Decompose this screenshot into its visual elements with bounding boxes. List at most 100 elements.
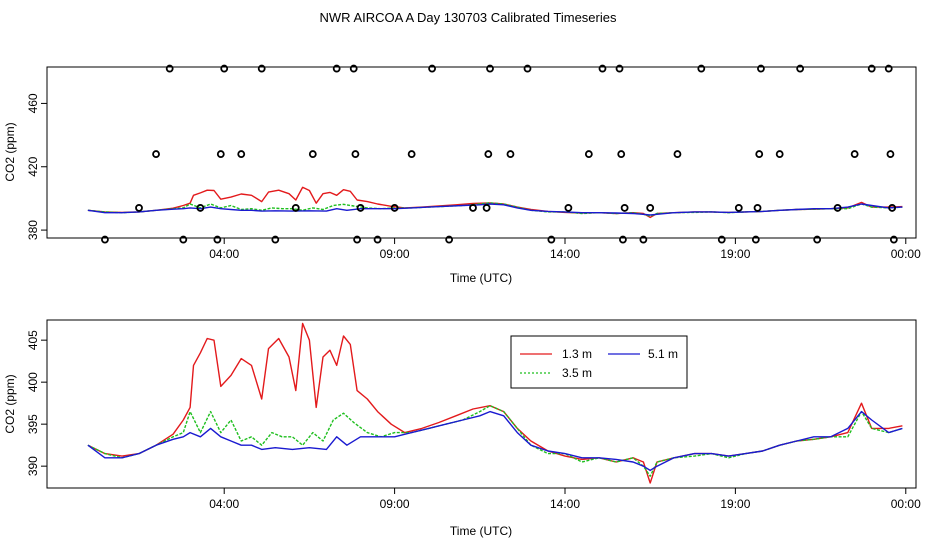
panel2-series-line-3-5-m bbox=[87, 405, 903, 477]
panel2-x-axis: 04:00 09:00 14:00 19:00 00:00 bbox=[209, 488, 921, 511]
calibration-point bbox=[484, 150, 493, 158]
calibration-panel: 380 420 460 04:00 09:00 14:00 19:00 00:00 Time… bbox=[3, 64, 921, 285]
panel1-y-tick-label: 420 bbox=[26, 156, 40, 176]
legend: 1.3 m 5.1 m 3.5 m bbox=[510, 335, 688, 389]
calibration-point bbox=[373, 235, 382, 244]
panel2-series-line-1-3-m bbox=[87, 322, 903, 484]
panel1-y-tick-label: 460 bbox=[26, 93, 40, 113]
calibration-point bbox=[308, 150, 317, 158]
panel1-series-line-1-3-m bbox=[87, 186, 903, 219]
panel2-x-label: Time (UTC) bbox=[450, 524, 512, 538]
panel2-y-label: CO2 (ppm) bbox=[3, 374, 17, 433]
panel1-x-tick-label: 14:00 bbox=[550, 247, 580, 261]
calibration-point bbox=[356, 204, 365, 212]
panel2-y-tick-label: 400 bbox=[26, 372, 40, 392]
calibration-point bbox=[884, 64, 893, 73]
panel2-x-tick-label: 00:00 bbox=[891, 497, 921, 511]
calibration-point bbox=[547, 235, 556, 244]
calibration-point bbox=[135, 204, 143, 212]
calibration-point bbox=[813, 235, 822, 244]
calibration-point bbox=[257, 64, 266, 73]
calibration-point bbox=[755, 150, 764, 158]
calibration-point bbox=[271, 235, 280, 244]
panel1-x-label: Time (UTC) bbox=[450, 271, 512, 285]
panel1-x-tick-label: 09:00 bbox=[380, 247, 410, 261]
calibration-point bbox=[445, 235, 454, 244]
legend-label-5-1m: 5.1 m bbox=[648, 347, 678, 361]
panel2-x-tick-label: 14:00 bbox=[550, 497, 580, 511]
calibration-point bbox=[486, 64, 494, 73]
panel1-series-line-5-1-m bbox=[87, 203, 903, 216]
calibration-point bbox=[775, 150, 784, 158]
panel2-series bbox=[87, 322, 903, 484]
calibration-point bbox=[165, 64, 174, 73]
calibration-point bbox=[888, 204, 897, 212]
calibration-point bbox=[353, 235, 362, 244]
calibration-point bbox=[615, 64, 624, 73]
calibration-point bbox=[332, 64, 341, 73]
panel1-x-tick-label: 00:00 bbox=[891, 247, 921, 261]
calibration-point bbox=[833, 204, 842, 212]
panel1-y-tick-label: 380 bbox=[26, 220, 40, 240]
calibration-point bbox=[152, 150, 160, 158]
chart-title: NWR AIRCOA A Day 130703 Calibrated Times… bbox=[320, 10, 617, 25]
calibration-point bbox=[646, 204, 655, 212]
panel1-y-axis: 380 420 460 bbox=[26, 93, 47, 240]
calibration-point bbox=[390, 204, 399, 212]
panel1-frame bbox=[46, 66, 917, 239]
calibration-point bbox=[757, 64, 765, 73]
legend-label-1-3m: 1.3 m bbox=[562, 347, 592, 361]
panel2-y-tick-label: 405 bbox=[26, 330, 40, 350]
calibration-point bbox=[469, 204, 477, 212]
calibration-point bbox=[867, 64, 876, 73]
calibration-point bbox=[213, 235, 222, 244]
calibration-point bbox=[428, 64, 436, 73]
calibration-point bbox=[889, 235, 898, 244]
calibration-point bbox=[673, 150, 682, 158]
panel1-x-axis: 04:00 09:00 14:00 19:00 00:00 bbox=[209, 238, 921, 261]
calibration-point bbox=[717, 235, 726, 244]
calibration-point bbox=[639, 235, 648, 244]
calibration-point bbox=[850, 150, 859, 158]
calibration-point bbox=[237, 150, 246, 158]
calibration-point bbox=[617, 150, 626, 158]
panel2-x-tick-label: 04:00 bbox=[209, 497, 239, 511]
calibration-point bbox=[886, 150, 895, 158]
calibration-point bbox=[351, 150, 360, 158]
panel2-series-line-5-1-m bbox=[87, 410, 903, 472]
calibration-point bbox=[796, 64, 805, 73]
panel1-x-tick-label: 04:00 bbox=[209, 247, 239, 261]
calibration-point bbox=[101, 235, 109, 244]
calibration-point bbox=[220, 64, 229, 73]
panel2-x-tick-label: 19:00 bbox=[720, 497, 750, 511]
panel2-y-tick-label: 395 bbox=[26, 414, 40, 434]
calibration-point bbox=[564, 204, 573, 212]
panel1-calibration-points bbox=[101, 64, 898, 244]
calibration-point bbox=[584, 150, 593, 158]
calibration-point bbox=[291, 204, 300, 212]
timeseries-panel: 390 395 400 405 04:00 09:00 14:00 19:00 00:00 T… bbox=[3, 319, 921, 538]
legend-label-3-5m: 3.5 m bbox=[562, 366, 592, 380]
calibration-point bbox=[506, 150, 515, 158]
calibration-point bbox=[751, 235, 760, 244]
calibration-point bbox=[619, 235, 627, 244]
calibration-point bbox=[620, 204, 629, 212]
calibration-point bbox=[697, 64, 706, 73]
calibration-point bbox=[349, 64, 358, 73]
calibration-point bbox=[179, 235, 188, 244]
panel2-frame bbox=[46, 319, 917, 489]
legend-box bbox=[510, 335, 688, 389]
calibration-point bbox=[407, 150, 416, 158]
panel2-x-tick-label: 09:00 bbox=[380, 497, 410, 511]
calibration-point bbox=[734, 204, 743, 212]
calibration-point bbox=[523, 64, 532, 73]
panel1-y-label: CO2 (ppm) bbox=[3, 122, 17, 181]
calibration-point bbox=[216, 150, 225, 158]
panel1-x-tick-label: 19:00 bbox=[720, 247, 750, 261]
calibration-point bbox=[196, 204, 205, 212]
calibration-point bbox=[753, 204, 762, 212]
panel2-y-axis: 390 395 400 405 bbox=[26, 330, 47, 476]
calibration-point bbox=[598, 64, 607, 73]
panel2-y-tick-label: 390 bbox=[26, 456, 40, 476]
